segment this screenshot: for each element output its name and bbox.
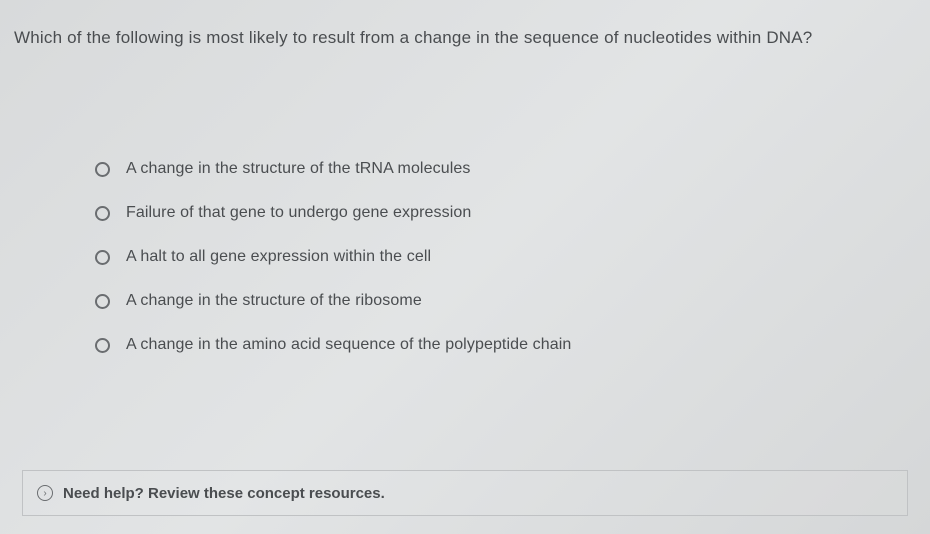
options-group: A change in the structure of the tRNA mo… bbox=[95, 160, 571, 380]
chevron-right-icon: › bbox=[37, 485, 53, 501]
option-4[interactable]: A change in the amino acid sequence of t… bbox=[95, 336, 571, 354]
option-label: Failure of that gene to undergo gene exp… bbox=[126, 204, 471, 222]
radio-icon bbox=[95, 294, 110, 309]
help-text: Need help? Review these concept resource… bbox=[63, 485, 385, 502]
option-2[interactable]: A halt to all gene expression within the… bbox=[95, 248, 571, 266]
option-label: A change in the structure of the ribosom… bbox=[126, 292, 422, 310]
help-box[interactable]: › Need help? Review these concept resour… bbox=[22, 470, 908, 516]
option-0[interactable]: A change in the structure of the tRNA mo… bbox=[95, 160, 571, 178]
option-3[interactable]: A change in the structure of the ribosom… bbox=[95, 292, 571, 310]
radio-icon bbox=[95, 162, 110, 177]
radio-icon bbox=[95, 338, 110, 353]
question-text: Which of the following is most likely to… bbox=[14, 28, 916, 48]
option-1[interactable]: Failure of that gene to undergo gene exp… bbox=[95, 204, 571, 222]
radio-icon bbox=[95, 206, 110, 221]
option-label: A change in the amino acid sequence of t… bbox=[126, 336, 571, 354]
radio-icon bbox=[95, 250, 110, 265]
option-label: A change in the structure of the tRNA mo… bbox=[126, 160, 470, 178]
option-label: A halt to all gene expression within the… bbox=[126, 248, 431, 266]
